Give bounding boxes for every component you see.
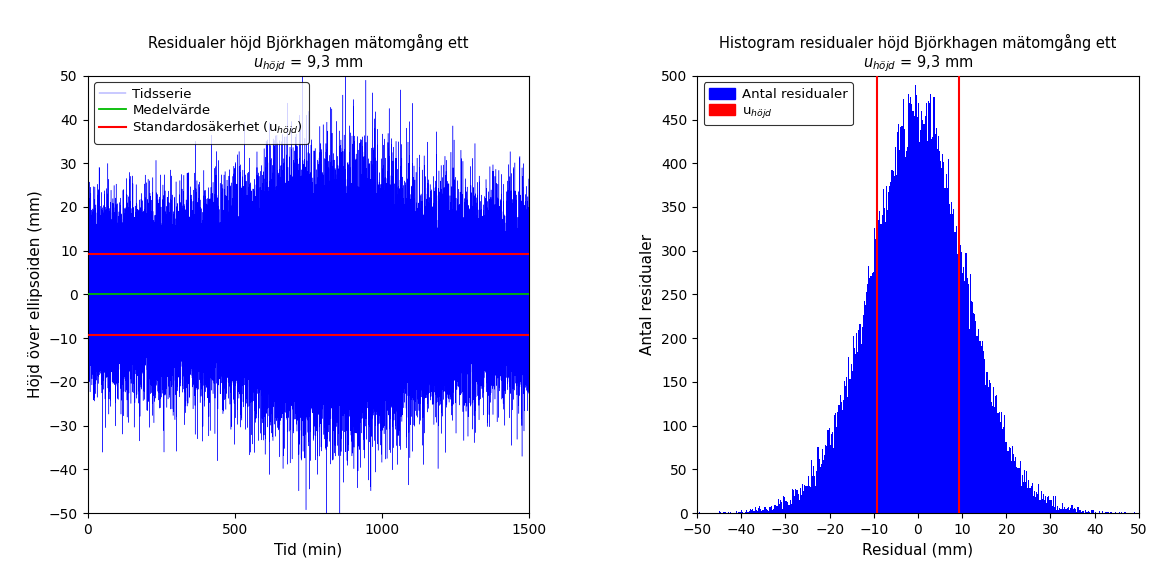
- Tidsserie: [187, 254, 201, 261]
- Tidsserie: [320, 273, 334, 280]
- Legend: Antal residualer, u$_{höjd}$: Antal residualer, u$_{höjd}$: [703, 82, 853, 125]
- X-axis label: Residual (mm): Residual (mm): [862, 542, 973, 557]
- Tidsserie: [409, 269, 423, 276]
- Line: Tidsserie: Tidsserie: [88, 71, 529, 538]
- Medelvärde: [81, 291, 95, 298]
- Tidsserie: [319, 534, 333, 541]
- X-axis label: Tid (min): Tid (min): [274, 542, 342, 557]
- Tidsserie: [347, 384, 361, 391]
- Tidsserie: [296, 68, 310, 75]
- Tidsserie: [522, 317, 536, 324]
- Title: Residualer höjd Björkhagen mätomgång ett
$u_{höjd}$ = 9,3 mm: Residualer höjd Björkhagen mätomgång ett…: [148, 34, 468, 74]
- Y-axis label: Höjd över ellipsoiden (mm): Höjd över ellipsoiden (mm): [28, 191, 43, 398]
- Y-axis label: Antal residualer: Antal residualer: [640, 234, 655, 355]
- Standardosäkerhet (u$_{höjd}$): [81, 250, 95, 257]
- Tidsserie: [111, 310, 125, 317]
- Medelvärde: [81, 291, 95, 298]
- Tidsserie: [250, 223, 264, 230]
- Tidsserie: [81, 272, 95, 279]
- Title: Histogram residualer höjd Björkhagen mätomgång ett
$u_{höjd}$ = 9,3 mm: Histogram residualer höjd Björkhagen mät…: [719, 34, 1117, 74]
- Legend: Tidsserie, Medelvärde, Standardosäkerhet (u$_{höjd}$): Tidsserie, Medelvärde, Standardosäkerhet…: [95, 82, 308, 143]
- Standardosäkerhet (u$_{höjd}$): [81, 250, 95, 257]
